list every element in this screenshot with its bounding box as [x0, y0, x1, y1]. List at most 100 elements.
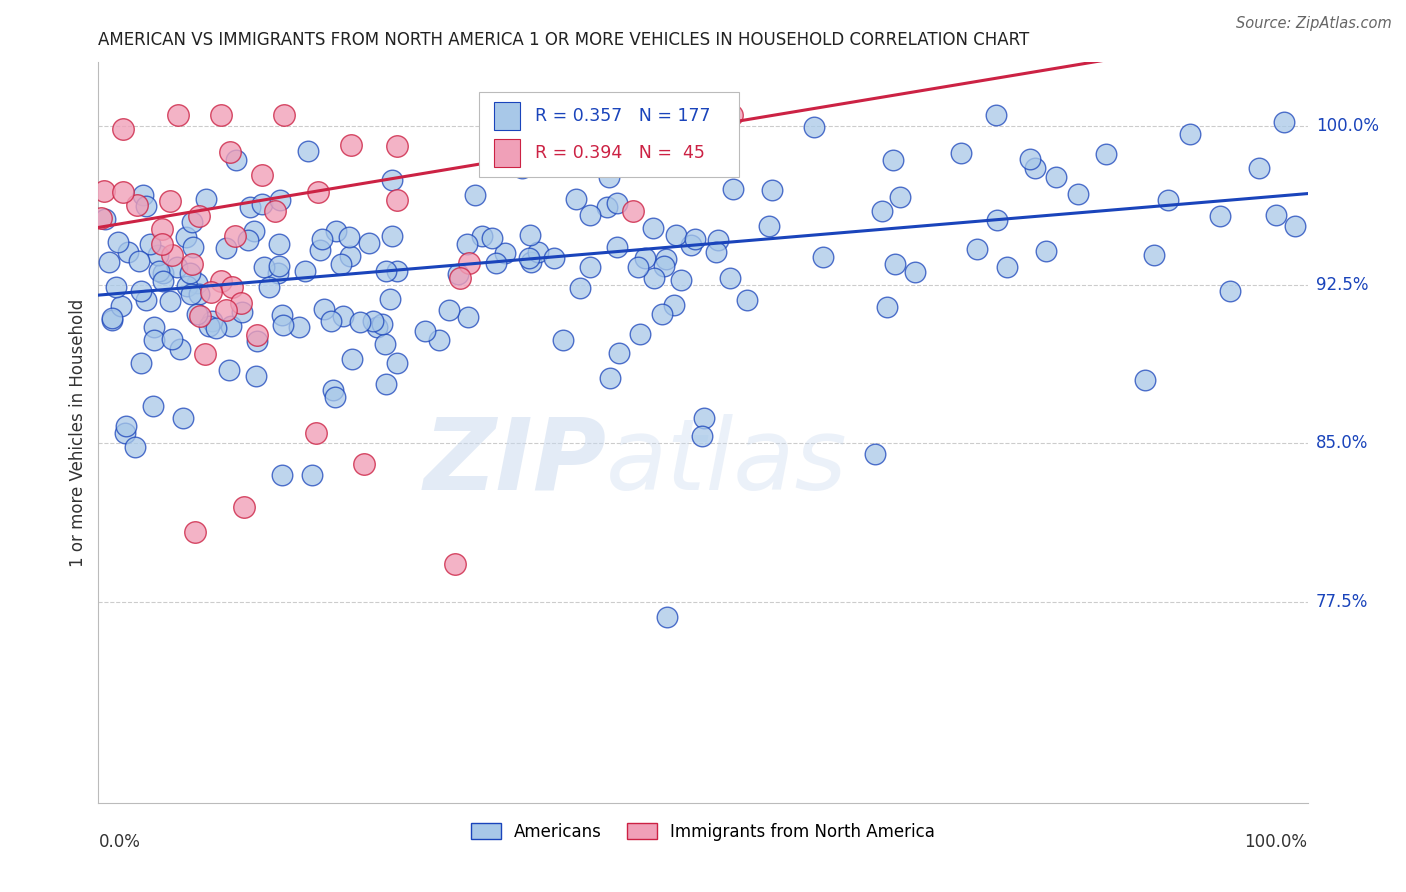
Point: [129, 356, 152, 370]
Point: [201, 313, 224, 327]
Point: [311, 232, 333, 246]
Point: [686, 108, 709, 122]
Text: 100.0%: 100.0%: [1316, 117, 1379, 135]
Point: [215, 240, 238, 254]
Point: [269, 236, 291, 251]
Point: [271, 467, 294, 482]
Point: [271, 308, 294, 322]
Text: ZIP: ZIP: [423, 414, 606, 511]
Point: [551, 333, 574, 347]
FancyBboxPatch shape: [494, 102, 520, 130]
Point: [526, 244, 548, 259]
Point: [152, 266, 174, 280]
Text: 85.0%: 85.0%: [1316, 434, 1368, 452]
Point: [129, 284, 152, 298]
Point: [110, 299, 132, 313]
Point: [865, 447, 887, 461]
Point: [986, 108, 1008, 122]
Point: [568, 281, 591, 295]
Point: [312, 302, 335, 317]
Point: [146, 248, 169, 262]
Point: [721, 108, 744, 122]
Point: [520, 255, 543, 269]
Point: [643, 271, 665, 285]
Point: [198, 318, 221, 333]
Point: [638, 156, 661, 170]
Point: [325, 224, 347, 238]
Point: [353, 458, 375, 472]
Point: [194, 347, 217, 361]
Point: [457, 255, 479, 269]
Point: [107, 235, 129, 249]
Point: [596, 200, 619, 214]
Point: [90, 211, 112, 225]
Point: [607, 346, 630, 360]
Point: [142, 399, 165, 413]
Text: 100.0%: 100.0%: [1244, 833, 1308, 851]
Point: [339, 249, 361, 263]
Point: [704, 244, 727, 259]
Text: atlas: atlas: [606, 414, 848, 511]
Point: [554, 108, 576, 122]
Point: [101, 313, 124, 327]
Point: [669, 273, 692, 287]
Point: [1284, 219, 1306, 233]
Point: [243, 224, 266, 238]
Point: [593, 108, 616, 122]
Point: [159, 294, 181, 309]
Text: 0.0%: 0.0%: [98, 833, 141, 851]
Point: [381, 228, 404, 243]
Point: [437, 303, 460, 318]
Point: [494, 246, 516, 260]
Point: [427, 334, 450, 348]
Point: [630, 327, 652, 342]
Point: [322, 384, 344, 398]
Point: [627, 260, 650, 274]
Point: [1066, 186, 1088, 201]
Point: [882, 153, 904, 167]
Point: [224, 228, 246, 243]
Point: [761, 183, 783, 197]
Point: [681, 237, 703, 252]
Point: [374, 376, 396, 391]
Point: [543, 251, 565, 265]
Point: [519, 228, 541, 243]
Point: [464, 187, 486, 202]
Point: [718, 270, 741, 285]
Point: [93, 211, 115, 226]
Point: [195, 192, 218, 206]
Point: [693, 410, 716, 425]
Point: [606, 240, 628, 254]
Point: [413, 324, 436, 338]
Point: [231, 305, 253, 319]
Point: [329, 257, 352, 271]
Point: [239, 200, 262, 214]
Point: [366, 319, 388, 334]
Point: [651, 307, 673, 321]
Point: [169, 342, 191, 356]
Point: [870, 203, 893, 218]
Point: [188, 287, 211, 301]
Point: [186, 306, 208, 320]
Point: [664, 298, 686, 312]
Point: [209, 274, 232, 288]
Point: [1019, 152, 1042, 166]
Point: [307, 185, 329, 199]
Point: [273, 108, 295, 122]
Point: [380, 172, 402, 186]
Point: [665, 227, 688, 242]
Point: [160, 248, 183, 262]
Point: [112, 122, 135, 136]
Point: [114, 425, 136, 440]
Point: [904, 264, 927, 278]
Point: [221, 318, 243, 333]
Point: [385, 264, 408, 278]
Point: [132, 187, 155, 202]
Point: [735, 293, 758, 307]
Point: [607, 115, 630, 129]
Point: [166, 260, 188, 275]
Point: [124, 441, 146, 455]
Point: [152, 274, 174, 288]
Point: [139, 236, 162, 251]
Point: [232, 500, 254, 514]
